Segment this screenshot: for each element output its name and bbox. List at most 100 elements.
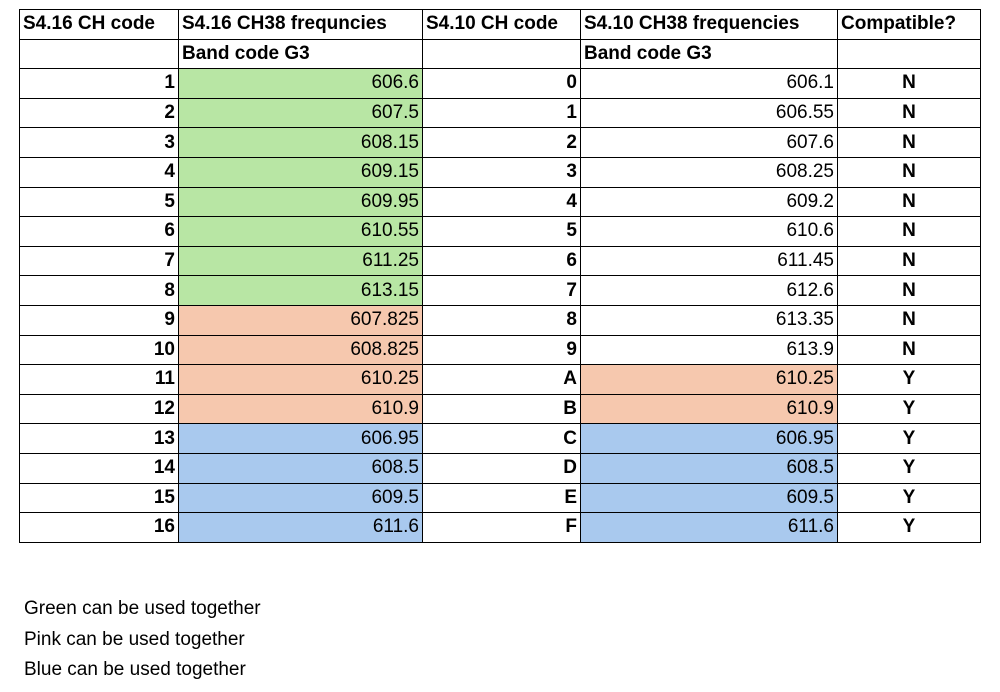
compatible-cell: N <box>837 334 981 366</box>
frequency-table: S4.16 CH code S4.16 CH38 frequncies S4.1… <box>19 9 981 543</box>
s416-frequency-cell: 609.15 <box>178 156 423 188</box>
s416-frequency-cell: 611.25 <box>178 245 423 277</box>
s416-ch-code-cell: 10 <box>19 334 179 366</box>
s410-frequency-cell: 610.9 <box>580 393 838 425</box>
table-row: 11 610.25 A 610.25 Y <box>19 364 981 395</box>
compatible-cell: Y <box>837 423 981 454</box>
s416-ch-code-cell: 15 <box>19 482 179 514</box>
compatible-cell: Y <box>837 364 981 395</box>
table-row: 10 608.825 9 613.9 N <box>19 334 981 366</box>
table-row: 9 607.825 8 613.35 N <box>19 304 981 336</box>
s410-frequency-cell: 610.25 <box>580 364 838 395</box>
s410-ch-code-cell: D <box>422 452 581 484</box>
s410-frequency-cell: 607.6 <box>580 127 838 158</box>
table-row: 5 609.95 4 609.2 N <box>19 186 981 218</box>
s410-ch-code-cell: 2 <box>422 127 581 158</box>
s416-ch-code-cell: 4 <box>19 156 179 188</box>
compatible-cell: N <box>837 216 981 247</box>
s416-frequency-cell: 608.825 <box>178 334 423 366</box>
compatible-cell: Y <box>837 482 981 514</box>
subheader-empty-3 <box>422 38 581 70</box>
table-row: 4 609.15 3 608.25 N <box>19 156 981 188</box>
s410-ch-code-cell: 3 <box>422 156 581 188</box>
s416-frequency-cell: 606.95 <box>178 423 423 454</box>
s410-ch-code-cell: F <box>422 512 581 543</box>
subheader-s410-band-code: Band code G3 <box>580 38 838 70</box>
s410-ch-code-cell: A <box>422 364 581 395</box>
s410-frequency-cell: 610.6 <box>580 216 838 247</box>
s416-ch-code-cell: 16 <box>19 512 179 543</box>
s410-ch-code-cell: 4 <box>422 186 581 218</box>
s416-ch-code-cell: 2 <box>19 97 179 129</box>
s416-frequency-cell: 610.25 <box>178 364 423 395</box>
table-row: 7 611.25 6 611.45 N <box>19 245 981 277</box>
compatible-cell: N <box>837 186 981 218</box>
s416-ch-code-cell: 13 <box>19 423 179 454</box>
s410-frequency-cell: 613.9 <box>580 334 838 366</box>
compatible-cell: N <box>837 68 981 99</box>
s416-frequency-cell: 607.825 <box>178 304 423 336</box>
s410-ch-code-cell: 7 <box>422 275 581 306</box>
s410-ch-code-cell: 9 <box>422 334 581 366</box>
compatible-cell: N <box>837 156 981 188</box>
s410-ch-code-cell: 5 <box>422 216 581 247</box>
s410-ch-code-cell: 1 <box>422 97 581 129</box>
compatible-cell: N <box>837 245 981 277</box>
s410-frequency-cell: 609.5 <box>580 482 838 514</box>
table-row: 15 609.5 E 609.5 Y <box>19 482 981 514</box>
s410-frequency-cell: 606.1 <box>580 68 838 99</box>
header-row: S4.16 CH code S4.16 CH38 frequncies S4.1… <box>19 9 981 40</box>
s416-ch-code-cell: 11 <box>19 364 179 395</box>
s410-frequency-cell: 609.2 <box>580 186 838 218</box>
compatible-cell: N <box>837 127 981 158</box>
table-row: 1 606.6 0 606.1 N <box>19 68 981 99</box>
s410-frequency-cell: 611.6 <box>580 512 838 543</box>
compatible-cell: Y <box>837 512 981 543</box>
header-s416-ch-code: S4.16 CH code <box>19 9 179 40</box>
legend-notes: Green can be used together Pink can be u… <box>24 594 261 686</box>
header-s410-ch38-frequencies: S4.10 CH38 frequencies <box>580 9 838 40</box>
subheader-s416-band-code: Band code G3 <box>178 38 423 70</box>
header-s410-ch-code: S4.10 CH code <box>422 9 581 40</box>
s416-frequency-cell: 606.6 <box>178 68 423 99</box>
table-row: 3 608.15 2 607.6 N <box>19 127 981 158</box>
s410-frequency-cell: 612.6 <box>580 275 838 306</box>
subheader-row: Band code G3 Band code G3 <box>19 38 981 70</box>
s416-frequency-cell: 608.5 <box>178 452 423 484</box>
header-compatible: Compatible? <box>837 9 981 40</box>
s410-ch-code-cell: E <box>422 482 581 514</box>
compatible-cell: N <box>837 97 981 129</box>
subheader-empty-1 <box>19 38 179 70</box>
s416-frequency-cell: 609.5 <box>178 482 423 514</box>
compatible-cell: Y <box>837 452 981 484</box>
s410-frequency-cell: 606.95 <box>580 423 838 454</box>
table-row: 12 610.9 B 610.9 Y <box>19 393 981 425</box>
compatible-cell: N <box>837 304 981 336</box>
note-pink: Pink can be used together <box>24 628 245 650</box>
s410-frequency-cell: 606.55 <box>580 97 838 129</box>
table-row: 8 613.15 7 612.6 N <box>19 275 981 306</box>
note-blue: Blue can be used together <box>24 659 246 680</box>
table-row: 2 607.5 1 606.55 N <box>19 97 981 129</box>
s416-frequency-cell: 611.6 <box>178 512 423 543</box>
s416-frequency-cell: 610.9 <box>178 393 423 425</box>
s416-frequency-cell: 613.15 <box>178 275 423 306</box>
header-s416-ch38-frequencies: S4.16 CH38 frequncies <box>178 9 423 40</box>
s416-ch-code-cell: 9 <box>19 304 179 336</box>
s410-ch-code-cell: B <box>422 393 581 425</box>
compatible-cell: Y <box>837 393 981 425</box>
s416-frequency-cell: 608.15 <box>178 127 423 158</box>
table-row: 13 606.95 C 606.95 Y <box>19 423 981 454</box>
s410-ch-code-cell: 6 <box>422 245 581 277</box>
s416-ch-code-cell: 14 <box>19 452 179 484</box>
s410-frequency-cell: 613.35 <box>580 304 838 336</box>
s416-ch-code-cell: 5 <box>19 186 179 218</box>
s416-frequency-cell: 610.55 <box>178 216 423 247</box>
s410-frequency-cell: 608.5 <box>580 452 838 484</box>
s416-frequency-cell: 609.95 <box>178 186 423 218</box>
s416-ch-code-cell: 12 <box>19 393 179 425</box>
table-body: S4.16 CH code S4.16 CH38 frequncies S4.1… <box>19 9 981 543</box>
s410-ch-code-cell: C <box>422 423 581 454</box>
subheader-empty-5 <box>837 38 981 70</box>
compatible-cell: N <box>837 275 981 306</box>
